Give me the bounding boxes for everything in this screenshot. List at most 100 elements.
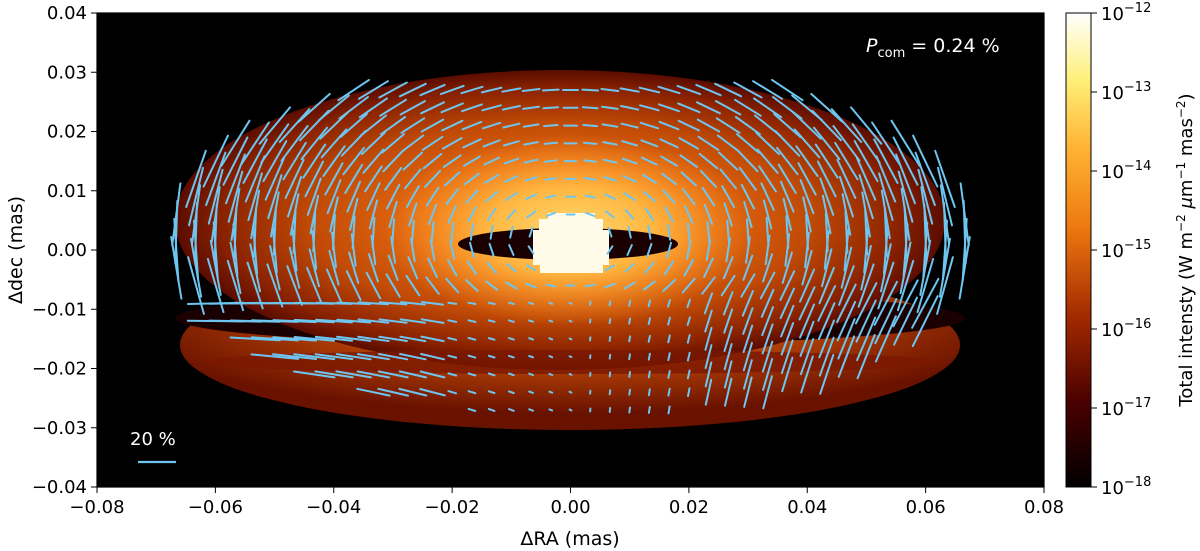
polarization-vector [309, 194, 320, 235]
polarization-vector [382, 150, 404, 173]
polarization-vector [467, 372, 477, 377]
polarization-vector [227, 170, 244, 223]
polarization-vector [568, 408, 573, 412]
y-tick-label: 0.03 [47, 62, 87, 83]
polarization-vector [381, 133, 405, 154]
polarization-vector [503, 157, 520, 165]
polarization-vector [661, 172, 677, 186]
polarization-vector [743, 359, 753, 390]
polarization-vector [501, 105, 521, 111]
polarization-vector [463, 155, 481, 167]
polarization-vector [421, 135, 444, 151]
polarization-vector [836, 300, 857, 342]
polarization-vector [336, 301, 371, 306]
polarization-vector [696, 118, 721, 133]
polarization-vector [420, 335, 445, 343]
polarization-vector [813, 126, 841, 160]
polarization-vector [250, 336, 299, 342]
polarization-vector [351, 215, 356, 249]
polarization-vector [368, 199, 379, 230]
polarization-vector [191, 184, 202, 245]
polarization-vector [344, 163, 364, 194]
polarization-vector [608, 335, 612, 342]
polarization-vector [318, 94, 350, 122]
polarization-vector [603, 193, 616, 200]
polarization-vector [356, 387, 391, 397]
polarization-vector [508, 408, 515, 412]
polarization-vector [628, 388, 631, 396]
polarization-vector [429, 239, 436, 261]
polarization-vector [798, 286, 816, 321]
polarization-vector [608, 318, 612, 325]
polarization-vector [545, 283, 557, 288]
polarization-vector [293, 318, 335, 324]
polarization-vector [508, 390, 515, 394]
polarization-vector [525, 282, 537, 289]
polarization-vector [714, 82, 743, 98]
polarization-vector [814, 143, 839, 179]
polarization-vector [602, 141, 618, 146]
polarization-vector [723, 202, 733, 227]
x-tick-label: 0.04 [787, 497, 827, 518]
polarization-vector [282, 141, 307, 181]
polarization-vector [522, 105, 540, 110]
polarization-vector [805, 213, 809, 251]
polarization-vector [284, 158, 305, 199]
polarization-vector [760, 182, 775, 211]
x-tick-label: −0.08 [69, 497, 124, 518]
polarization-vector [639, 121, 659, 130]
polarization-vector [528, 408, 534, 412]
polarization-vector [358, 97, 388, 119]
polarization-vector [485, 280, 499, 291]
polarization-vector [568, 355, 573, 358]
polarization-vector [548, 337, 554, 341]
polarization-vector [460, 85, 484, 95]
polarization-vector [801, 250, 813, 286]
polarization-vector [780, 180, 795, 213]
polarization-vector [936, 256, 954, 315]
polarization-vector [482, 139, 501, 148]
polarization-vector [743, 200, 753, 228]
y-tick-label: −0.02 [32, 359, 87, 380]
polarization-vector [740, 273, 756, 298]
polarization-vector [723, 325, 733, 352]
polarization-vector [332, 213, 336, 251]
polarization-vector [424, 169, 442, 188]
polarization-vector [222, 136, 249, 186]
polarization-vector [704, 326, 713, 351]
polarization-vector [320, 128, 348, 159]
polarization-vector [447, 337, 458, 341]
polarization-vector [302, 143, 327, 179]
polarization-vector [447, 259, 458, 277]
polarization-vector [677, 102, 701, 114]
polarization-vector [762, 253, 774, 283]
polarization-vector [421, 301, 445, 306]
polarization-vector [262, 140, 288, 183]
polarization-vector [357, 80, 389, 100]
polarization-vector [400, 301, 426, 306]
polarization-vector [836, 283, 857, 323]
polarization-vector [628, 353, 631, 361]
polarization-vector [568, 301, 573, 305]
polarization-vector [220, 119, 251, 167]
polarization-vector [440, 102, 464, 114]
polarization-vector [911, 277, 940, 329]
x-tick-label: 0.00 [550, 497, 590, 518]
polarization-vector [582, 124, 598, 128]
central-star [533, 213, 609, 273]
polarization-vector [720, 274, 736, 297]
polarization-vector [939, 184, 950, 245]
polarization-vector [785, 215, 790, 249]
polarization-vector [759, 271, 776, 300]
polarization-vector [362, 148, 385, 174]
polarization-vector [378, 335, 408, 342]
polarization-vector [442, 137, 463, 150]
polarization-vector [686, 369, 691, 380]
polarization-vector [250, 353, 300, 360]
polarization-vector [644, 261, 655, 274]
polarization-vector [379, 98, 407, 117]
polarization-vector [679, 154, 699, 168]
polarization-vector [400, 117, 426, 134]
polarization-vector [171, 182, 182, 247]
x-axis-label: ΔRA (mas) [520, 528, 619, 550]
